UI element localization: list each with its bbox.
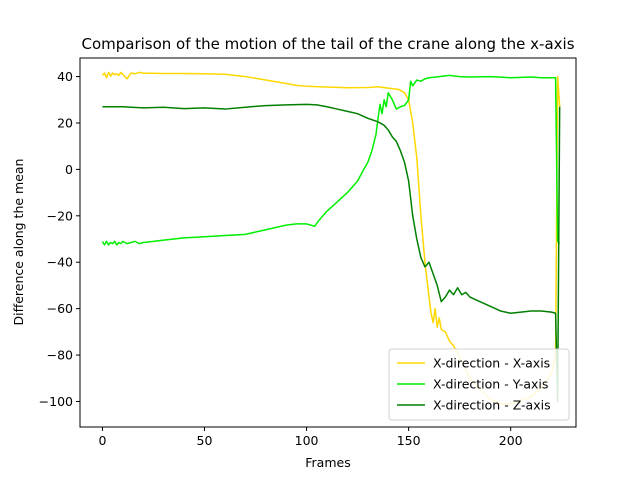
y-tick-label: −60 — [47, 301, 73, 316]
x-tick-label: 0 — [98, 433, 106, 448]
y-tick-label: 40 — [57, 69, 73, 84]
y-tick-label: 0 — [65, 162, 73, 177]
x-tick-label: 50 — [197, 433, 213, 448]
x-tick-label: 200 — [499, 433, 523, 448]
y-tick-label: −40 — [47, 255, 73, 270]
x-tick-label: 150 — [397, 433, 421, 448]
x-axis: 0 50 100 150 200 — [98, 427, 523, 448]
series-line-3 — [102, 103, 561, 403]
legend-label: X-direction - Y-axis — [433, 377, 548, 392]
series-line-2 — [101, 74, 561, 246]
chart-title: Comparison of the motion of the tail of … — [81, 35, 574, 53]
y-tick-label: 20 — [57, 115, 73, 130]
y-tick-label: −20 — [47, 208, 73, 223]
y-axis-label: Difference along the mean — [11, 159, 26, 326]
legend: X-direction - X-axis X-direction - Y-axis… — [388, 348, 570, 421]
legend-label: X-direction - Z-axis — [433, 398, 551, 413]
legend-label: X-direction - X-axis — [433, 356, 550, 371]
x-tick-label: 100 — [295, 433, 319, 448]
y-tick-label: −100 — [39, 394, 73, 409]
y-tick-label: −80 — [47, 348, 73, 363]
x-axis-label: Frames — [305, 455, 350, 470]
plot-area-frame — [79, 57, 577, 428]
legend-box — [388, 348, 570, 421]
y-axis: −100 −80 −60 −40 −20 0 20 40 — [39, 69, 80, 409]
